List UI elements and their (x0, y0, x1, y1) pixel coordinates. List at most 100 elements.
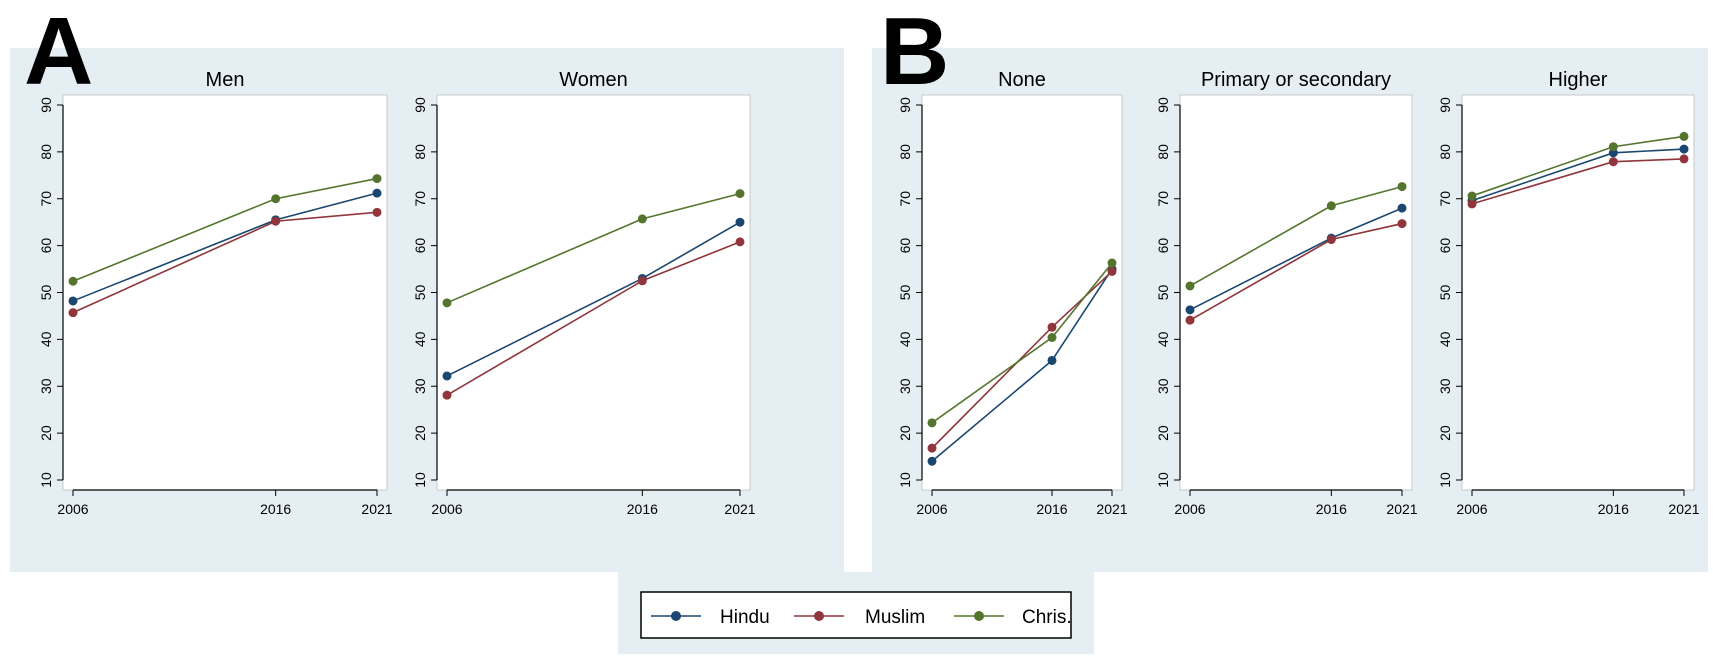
legend-item-muslim: Muslim (794, 607, 925, 628)
data-point (1679, 144, 1689, 154)
legend-marker-christian (974, 611, 984, 621)
panel-label-a: A (24, 0, 93, 105)
y-tick-label: 30 (897, 378, 913, 394)
y-tick-label: 20 (412, 425, 428, 441)
data-point (1326, 201, 1336, 211)
facet-primary-or-secondary: Primary or secondary 10 20 30 40 50 60 70 80 90 20… (1155, 69, 1418, 517)
series-muslim (927, 266, 1117, 453)
y-tick-label: 90 (1155, 97, 1171, 113)
plot-region (62, 94, 388, 491)
y-tick-label: 70 (412, 191, 428, 207)
y-tick-label: 80 (1155, 144, 1171, 160)
legend-marker-hindu (671, 611, 681, 621)
y-tick-label: 40 (412, 331, 428, 347)
y-tick-label: 30 (412, 378, 428, 394)
y-tick-label: 90 (412, 97, 428, 113)
x-tick-label: 2006 (57, 501, 88, 517)
legend-item-hindu: Hindu (651, 607, 770, 628)
data-point (1679, 154, 1689, 164)
data-point (1185, 305, 1195, 315)
y-tick-label: 90 (1437, 97, 1453, 113)
data-point (1185, 281, 1195, 291)
data-point (68, 276, 78, 286)
data-point (1467, 191, 1477, 201)
series-muslim (1185, 219, 1407, 325)
series-christian (68, 174, 382, 286)
data-point (372, 188, 382, 198)
data-point (271, 216, 281, 226)
facet-title: Primary or secondary (1201, 69, 1391, 91)
facet-none: None 10 20 30 40 50 60 70 80 90 2006 2016 2021 (897, 69, 1128, 517)
data-point (442, 390, 452, 400)
y-tick-label: 10 (412, 472, 428, 488)
y-tick-label: 20 (1155, 425, 1171, 441)
plot-region (436, 94, 751, 491)
data-point (68, 296, 78, 306)
data-point (1608, 142, 1618, 152)
facet-women: Women 10 20 30 40 50 60 70 80 90 2006 2016 2021 (412, 69, 756, 517)
series-christian (442, 189, 745, 308)
data-point (1185, 315, 1195, 325)
x-tick-label: 2016 (1036, 501, 1067, 517)
facet-title: None (998, 69, 1046, 91)
y-tick-label: 10 (38, 472, 54, 488)
facet-plots: Men 10 20 30 40 50 60 70 80 90 2006 2016 2021 Women 10… (38, 69, 1700, 517)
y-tick-label: 80 (412, 144, 428, 160)
y-tick-label: 40 (897, 331, 913, 347)
y-tick-label: 60 (897, 238, 913, 254)
series-muslim (442, 237, 745, 400)
y-tick-label: 80 (897, 144, 913, 160)
data-point (372, 207, 382, 217)
data-point (271, 194, 281, 204)
series-muslim (1467, 154, 1689, 209)
y-tick-label: 20 (38, 425, 54, 441)
y-tick-label: 50 (38, 285, 54, 301)
data-point (637, 214, 647, 224)
facet-title: Men (206, 69, 245, 91)
data-point (1047, 355, 1057, 365)
y-tick-label: 80 (38, 144, 54, 160)
data-point (1107, 266, 1117, 276)
data-point (1047, 333, 1057, 342)
panel-label-b: B (880, 0, 949, 105)
data-point (927, 456, 937, 466)
x-tick-label: 2016 (627, 501, 658, 517)
legend-item-christian: Chris. (954, 607, 1072, 628)
facet-higher: Higher 10 20 30 40 50 60 70 80 90 2006 2016 2021 (1437, 69, 1700, 517)
legend-label-muslim: Muslim (865, 607, 925, 628)
y-tick-label: 30 (1155, 378, 1171, 394)
x-tick-label: 2021 (361, 501, 392, 517)
data-point (442, 298, 452, 308)
x-tick-label: 2016 (1598, 501, 1629, 517)
x-tick-label: 2021 (1096, 501, 1127, 517)
y-tick-label: 30 (38, 378, 54, 394)
y-tick-label: 60 (412, 238, 428, 254)
y-tick-label: 30 (1437, 378, 1453, 394)
y-tick-label: 40 (1155, 331, 1171, 347)
y-tick-label: 70 (38, 191, 54, 207)
facet-men: Men 10 20 30 40 50 60 70 80 90 2006 2016 2021 (38, 69, 393, 517)
y-tick-label: 40 (38, 331, 54, 347)
x-tick-label: 2006 (1456, 501, 1487, 517)
data-point (1107, 258, 1117, 268)
data-point (1047, 322, 1057, 332)
y-tick-label: 60 (1155, 238, 1171, 254)
y-tick-label: 50 (412, 285, 428, 301)
y-tick-label: 70 (1437, 191, 1453, 207)
x-tick-label: 2006 (1174, 501, 1205, 517)
legend-label-christian: Chris. (1022, 607, 1072, 628)
data-point (68, 308, 78, 318)
facet-title: Women (559, 69, 628, 91)
data-point (1397, 182, 1407, 192)
data-point (372, 174, 382, 184)
data-point (1397, 219, 1407, 229)
y-tick-label: 80 (1437, 144, 1453, 160)
data-point (1326, 235, 1336, 245)
data-point (1467, 199, 1477, 209)
data-point (927, 418, 937, 428)
x-tick-label: 2006 (431, 501, 462, 517)
y-tick-label: 40 (1437, 331, 1453, 347)
y-tick-label: 70 (1155, 191, 1171, 207)
y-tick-label: 50 (1155, 285, 1171, 301)
